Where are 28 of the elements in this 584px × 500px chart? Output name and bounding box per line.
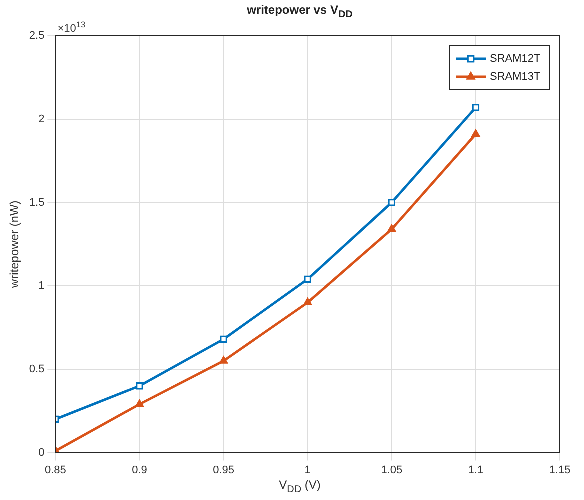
point: [136, 400, 144, 408]
legend-label: SRAM12T: [490, 53, 542, 66]
x-tick-label: 1.15: [549, 464, 571, 476]
y-tick-label: 1: [38, 280, 45, 292]
chart-title: writepower vs V$_{DD}$: [246, 3, 354, 20]
y-tick-label: 2: [38, 113, 45, 126]
x-tick-label: 1.1: [468, 464, 484, 476]
x-tick-label: 1.05: [381, 464, 403, 476]
point: [304, 276, 312, 283]
point: [472, 104, 480, 112]
point: [388, 199, 396, 206]
x-tick-label: 0.95: [213, 464, 235, 476]
y-tick-label: 2.5: [29, 30, 45, 42]
y-axis-title: writepower (nW): [8, 200, 22, 290]
point: [388, 224, 396, 232]
y-tick-label: 0: [38, 446, 45, 459]
point: [472, 130, 480, 138]
y-tick-label: 0.5: [29, 363, 45, 376]
legend-label: SRAM13T: [490, 71, 542, 84]
x-tick-label: 1: [304, 464, 311, 476]
point: [220, 356, 228, 364]
y-tick-label: 1.5: [29, 196, 45, 209]
x-axis-title: V$_{DD}$ (V): [278, 478, 322, 496]
x-tick-label: 0.9: [132, 464, 148, 476]
point: [304, 298, 312, 306]
point: [136, 382, 144, 390]
x-tick-label: 0.85: [44, 464, 66, 476]
point: [220, 336, 228, 344]
